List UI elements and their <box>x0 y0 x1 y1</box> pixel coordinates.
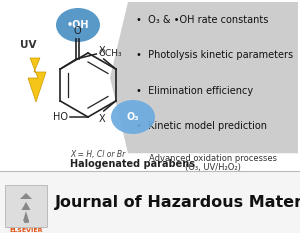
Ellipse shape <box>56 8 100 42</box>
Bar <box>0 171 300 233</box>
Polygon shape <box>20 193 32 199</box>
Text: ELSEVIER: ELSEVIER <box>9 228 43 233</box>
Text: HO: HO <box>53 112 68 122</box>
Polygon shape <box>28 58 46 102</box>
Text: Advanced oxidation processes: Advanced oxidation processes <box>149 154 277 163</box>
Text: •  Elimination efficiency: • Elimination efficiency <box>136 86 253 96</box>
Polygon shape <box>22 202 31 210</box>
Text: UV: UV <box>20 40 36 50</box>
Text: Halogenated parabens: Halogenated parabens <box>70 159 195 169</box>
Text: •  O₃ & •OH rate constants: • O₃ & •OH rate constants <box>136 15 268 25</box>
Text: O: O <box>74 26 81 36</box>
Text: •OH: •OH <box>67 20 89 30</box>
Polygon shape <box>23 211 29 221</box>
Text: •  Kinetic model prediction: • Kinetic model prediction <box>136 121 267 131</box>
Text: Journal of Hazardous Materials: Journal of Hazardous Materials <box>55 195 300 210</box>
Text: O₃: O₃ <box>127 112 139 122</box>
Polygon shape <box>110 2 298 153</box>
Text: X: X <box>98 46 105 56</box>
Text: X: X <box>98 114 105 124</box>
Ellipse shape <box>111 100 155 134</box>
Bar <box>5 185 47 227</box>
Text: (O₃, UV/H₂O₂): (O₃, UV/H₂O₂) <box>185 163 241 172</box>
Text: OCH₃: OCH₃ <box>98 49 122 58</box>
Text: •  Photolysis kinetic parameters: • Photolysis kinetic parameters <box>136 50 293 60</box>
Text: X = H, Cl or Br: X = H, Cl or Br <box>70 150 125 159</box>
